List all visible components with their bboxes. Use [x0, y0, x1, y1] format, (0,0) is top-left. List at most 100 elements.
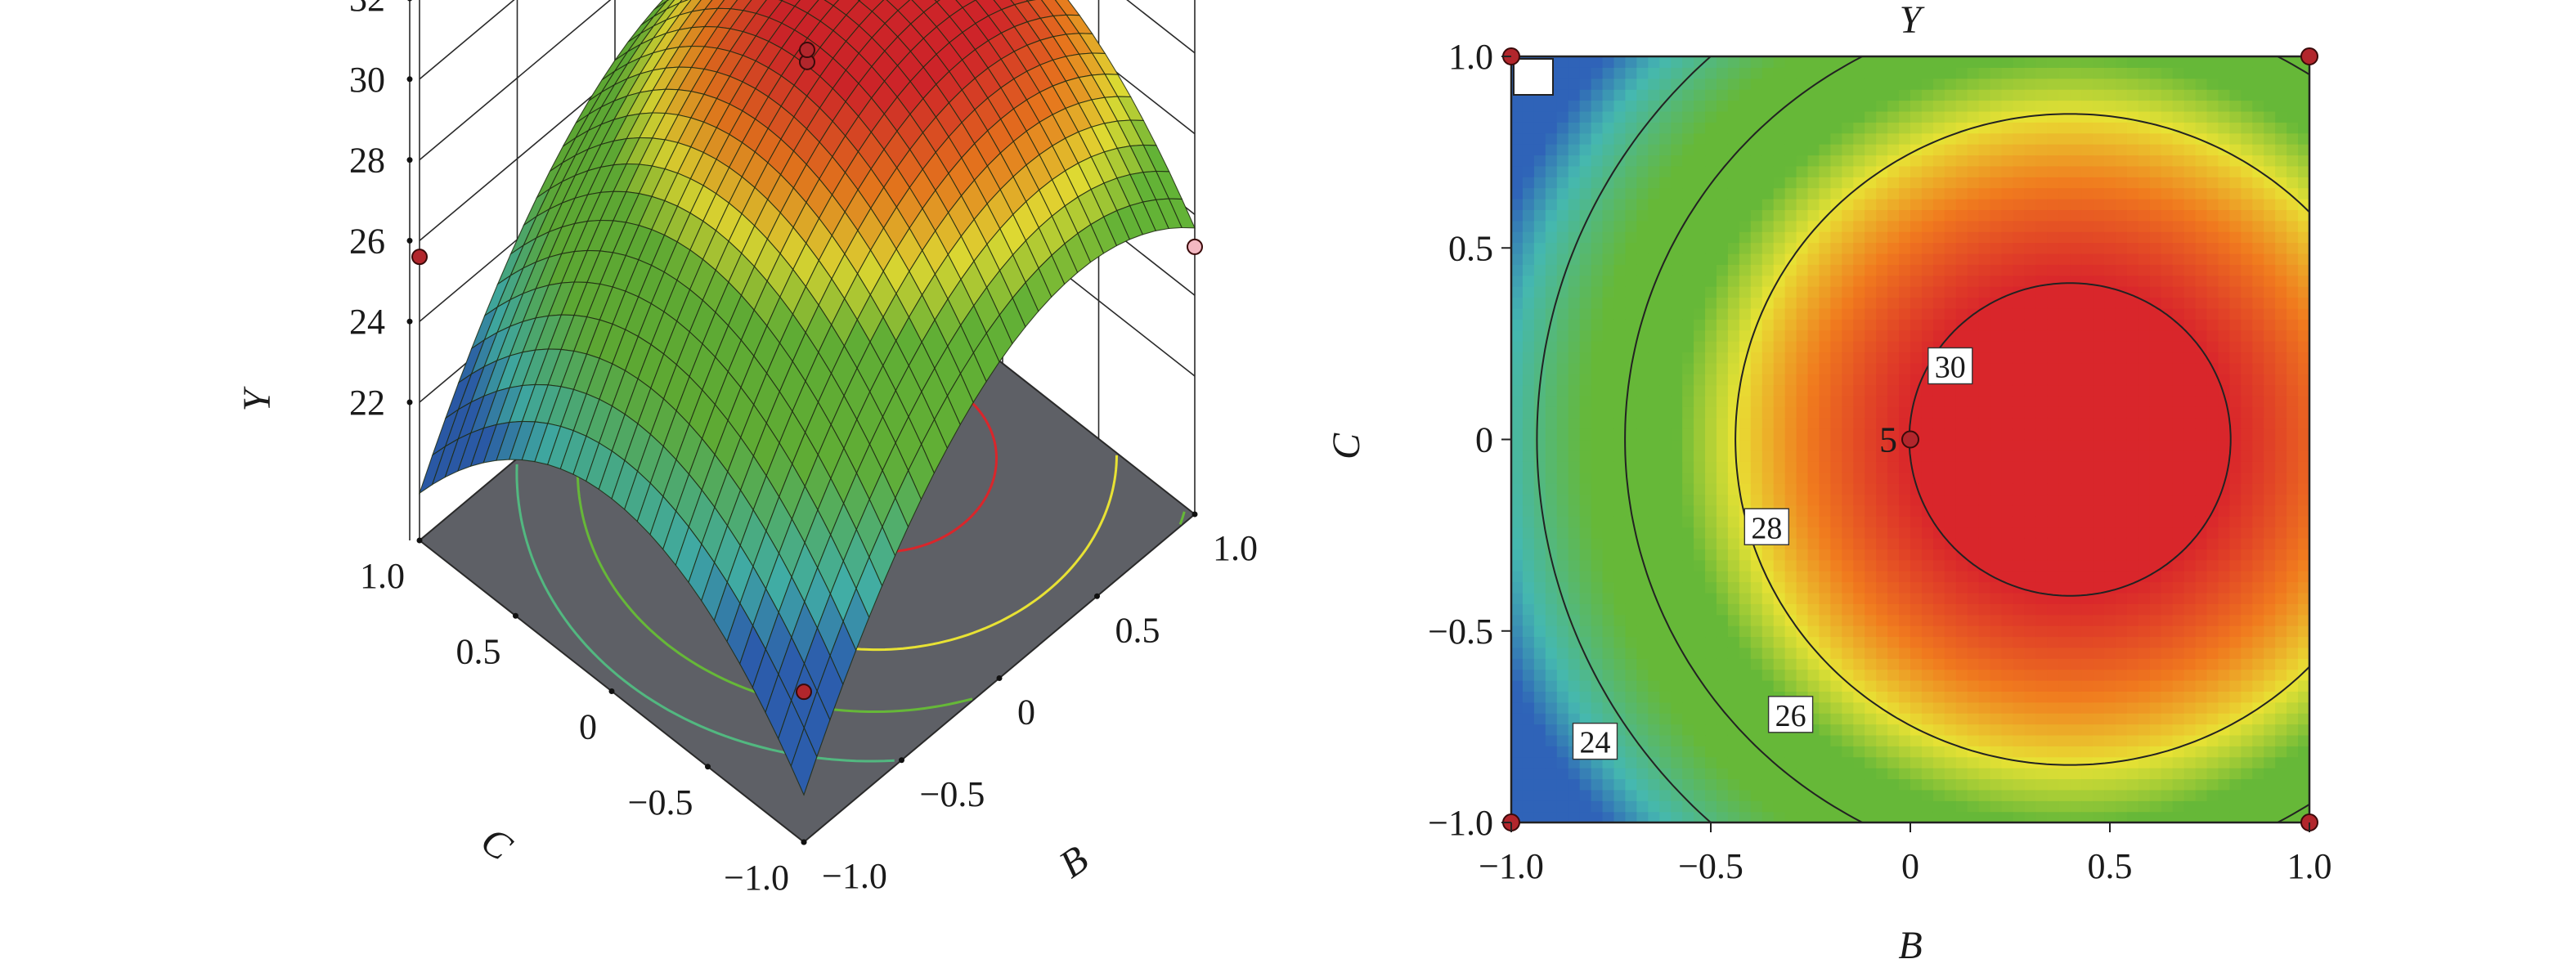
contour-color-cell [1556, 537, 1569, 549]
contour-color-cell [1830, 472, 1842, 484]
contour-color-cell [1705, 319, 1717, 331]
contour-color-cell [1716, 209, 1729, 222]
z-tick-mark [406, 76, 413, 83]
contour-color-cell [1682, 603, 1694, 616]
contour-color-cell [1716, 669, 1729, 681]
contour-color-cell [1876, 209, 1888, 222]
contour-color-cell [1990, 756, 2003, 769]
contour-color-cell [1842, 483, 1854, 495]
contour-color-cell [1967, 549, 1980, 561]
contour-color-cell [1511, 450, 1524, 462]
contour-color-cell [2138, 209, 2151, 222]
contour-color-cell [1842, 549, 1854, 561]
contour-color-cell [1967, 242, 1980, 254]
contour-color-cell [1842, 450, 1854, 462]
contour-color-cell [2035, 110, 2048, 123]
b-tick-mark [899, 757, 904, 764]
contour-color-cell [1887, 658, 1900, 670]
contour-color-cell [1921, 658, 1934, 670]
contour-color-cell [1613, 329, 1627, 342]
contour-color-cell [1556, 691, 1569, 703]
contour-color-cell [1602, 264, 1615, 276]
contour-color-cell [2126, 636, 2139, 648]
contour-color-cell [1522, 592, 1535, 604]
contour-color-cell [1796, 122, 1809, 134]
contour-color-cell [2115, 406, 2128, 419]
contour-color-cell [1568, 713, 1581, 725]
contour-color-cell [1830, 275, 1842, 287]
contour-color-cell [2001, 220, 2014, 232]
contour-color-cell [2161, 450, 2174, 462]
contour-color-cell [1625, 516, 1637, 528]
contour-color-cell [2093, 199, 2105, 210]
contour-color-cell [2047, 253, 2059, 265]
contour-color-cell [2081, 56, 2094, 68]
contour-color-cell [1522, 625, 1535, 638]
contour-color-cell [1853, 483, 1865, 495]
contour-color-cell [1910, 527, 1923, 539]
contour-color-cell [1739, 472, 1752, 484]
contour-color-cell [2070, 341, 2082, 353]
contour-color-cell [1819, 483, 1831, 495]
contour-color-cell [1739, 231, 1752, 244]
contour-color-cell [1533, 768, 1546, 780]
contour-color-cell [1522, 155, 1535, 167]
contour-color-cell [1591, 439, 1604, 451]
contour-color-cell [1602, 100, 1615, 112]
contour-color-cell [1807, 341, 1820, 353]
contour-color-cell [1761, 341, 1775, 353]
contour-color-cell [2058, 297, 2071, 309]
contour-color-cell [2115, 220, 2128, 232]
contour-color-cell [2115, 614, 2128, 626]
contour-color-cell [1830, 691, 1842, 703]
contour-color-cell [2047, 264, 2059, 276]
contour-color-cell [1682, 559, 1694, 571]
contour-color-cell [2047, 56, 2059, 68]
contour-color-cell [1865, 461, 1877, 473]
contour-color-cell [2013, 417, 2026, 429]
contour-color-cell [1556, 746, 1569, 758]
contour-color-cell [2126, 122, 2139, 134]
contour-color-cell [1602, 275, 1615, 287]
contour-color-cell [1967, 78, 1980, 90]
contour-color-cell [1876, 614, 1888, 626]
contour-color-cell [1990, 177, 2003, 189]
contour-color-cell [1796, 329, 1809, 342]
contour-color-cell [1887, 789, 1900, 801]
contour-color-cell [1522, 504, 1535, 517]
contour-color-cell [1625, 713, 1637, 725]
contour-color-cell [1659, 307, 1672, 320]
contour-color-cell [1819, 144, 1831, 156]
contour-color-cell [2024, 559, 2036, 571]
surface-b-axis-label: B [1052, 837, 1096, 886]
contour-color-cell [1807, 209, 1820, 222]
contour-color-cell [2104, 603, 2116, 616]
contour-color-cell [1522, 264, 1535, 276]
contour-color-cell [1716, 713, 1729, 725]
contour-color-cell [1625, 56, 1637, 68]
contour-color-cell [1887, 352, 1900, 364]
contour-color-cell [1636, 461, 1649, 473]
contour-color-cell [1648, 472, 1660, 484]
contour-color-cell [2024, 78, 2036, 90]
contour-color-cell [1750, 658, 1763, 670]
contour-color-cell [2047, 89, 2059, 101]
contour-color-cell [1819, 614, 1831, 626]
contour-color-cell [1978, 527, 1991, 539]
contour-color-cell [1533, 165, 1546, 177]
contour-color-cell [1819, 636, 1831, 648]
contour-color-cell [2035, 756, 2048, 769]
contour-color-cell [1671, 319, 1683, 331]
contour-color-cell [2149, 275, 2162, 287]
contour-color-cell [1819, 155, 1831, 167]
contour-color-cell [1727, 625, 1740, 638]
contour-color-cell [1568, 352, 1581, 364]
contour-color-cell [1796, 165, 1809, 177]
contour-color-cell [1613, 428, 1627, 441]
contour-color-cell [1876, 778, 1888, 791]
contour-color-cell [1876, 374, 1888, 386]
contour-color-cell [1533, 362, 1546, 374]
contour-color-cell [2138, 701, 2151, 714]
contour-color-cell [1761, 177, 1775, 189]
contour-color-cell [1910, 549, 1923, 561]
